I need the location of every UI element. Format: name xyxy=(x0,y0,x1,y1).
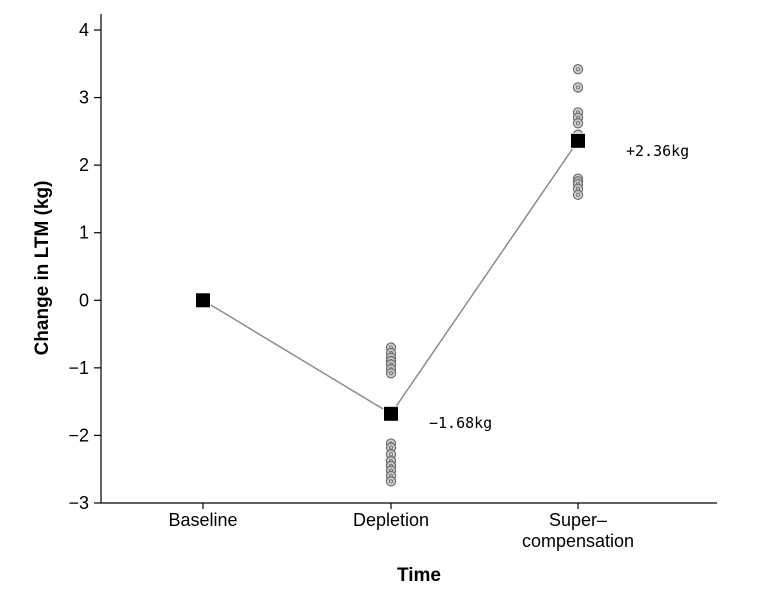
individual-point xyxy=(385,368,397,379)
y-tick-label: 4 xyxy=(79,20,89,40)
y-ticks: 4 3 2 1 0 −1 −2 −3 xyxy=(68,20,101,513)
x-ticks: Baseline Depletion Super– compensation xyxy=(168,503,634,551)
axes xyxy=(100,14,717,504)
x-tick-label: Depletion xyxy=(353,510,429,530)
individual-point xyxy=(572,82,584,93)
individual-point-center xyxy=(576,67,581,72)
y-tick-label: −1 xyxy=(68,358,89,378)
annotations: −1.68kg +2.36kg xyxy=(429,142,689,432)
y-tick-label: 0 xyxy=(79,290,89,310)
x-tick-label-line: Baseline xyxy=(168,510,237,530)
individual-point-center xyxy=(576,85,581,90)
individual-point-center xyxy=(576,121,581,126)
x-tick-label: Baseline xyxy=(168,510,237,530)
individual-point xyxy=(385,476,397,487)
y-tick-label: −2 xyxy=(68,425,89,445)
y-tick-label: 2 xyxy=(79,155,89,175)
individual-point xyxy=(572,189,584,201)
x-tick-label-line: Super– xyxy=(549,510,607,530)
x-tick-label: Super– compensation xyxy=(522,510,634,551)
mean-series xyxy=(195,132,586,422)
data-label: −1.68kg xyxy=(429,414,492,432)
y-tick-label: 3 xyxy=(79,88,89,108)
mean-marker xyxy=(195,292,211,309)
individual-point-center xyxy=(388,371,393,376)
x-axis-label: Time xyxy=(397,565,441,586)
individual-point xyxy=(572,63,584,75)
y-axis-label: Change in LTM (kg) xyxy=(32,181,53,356)
individual-point xyxy=(572,118,584,129)
y-tick-label: −3 xyxy=(68,493,89,513)
data-label: +2.36kg xyxy=(626,142,689,160)
individual-point-center xyxy=(576,192,581,197)
individual-point-center xyxy=(388,479,393,484)
y-tick-label: 1 xyxy=(79,223,89,243)
mean-marker xyxy=(383,405,399,422)
x-tick-label-line: Depletion xyxy=(353,510,429,530)
x-tick-label-line: compensation xyxy=(522,531,634,551)
mean-marker xyxy=(570,132,586,149)
